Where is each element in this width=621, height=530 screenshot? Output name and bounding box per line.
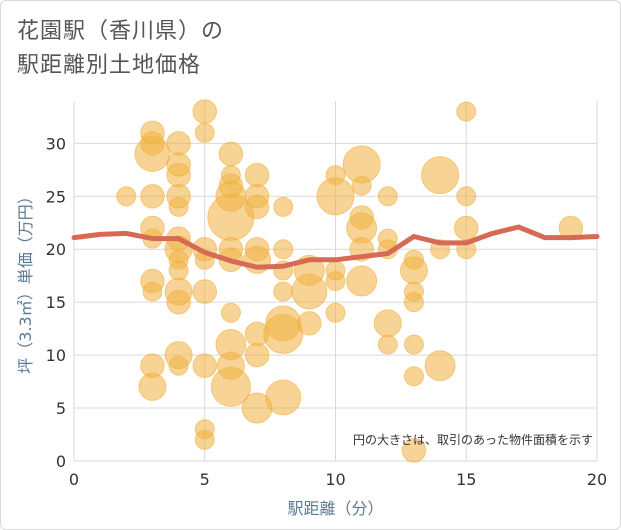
data-bubble [192,353,218,378]
data-bubble [399,256,428,285]
data-bubble [421,156,460,195]
data-bubble [273,239,294,260]
data-bubble [244,342,270,368]
y-tick-label: 5 [56,399,66,418]
trend-line [71,224,600,270]
x-tick-label: 15 [456,470,476,489]
data-bubble [403,334,424,355]
data-bubble [297,311,322,336]
data-bubble [456,101,477,122]
data-bubble [116,186,137,207]
data-bubble [377,334,398,355]
x-tick-label: 0 [69,470,79,489]
data-bubble [453,215,479,241]
data-bubble [263,313,304,354]
tick-labels: 0 5 10 15 20 25 30 0 5 10 15 20 [46,134,608,489]
data-bubble [194,429,215,450]
data-bubble [218,141,244,167]
chart-title-line-2: 駅距離別土地価格 [17,53,202,78]
data-bubble [273,281,294,302]
y-axis-label: 坪（3.3㎡）単価（万円） [16,188,35,373]
data-bubble [401,438,427,463]
data-bubble [351,175,372,196]
y-tick-label: 25 [46,187,66,206]
x-tick-label: 10 [325,470,345,489]
data-bubble [316,177,355,216]
data-bubble [140,184,165,209]
data-bubble [192,99,218,124]
data-bubble [168,355,189,376]
data-bubble [456,186,477,207]
data-bubble [138,372,167,401]
chart-title-line-1: 花園駅（香川県）の [17,19,225,44]
data-bubble [210,366,251,407]
data-bubble [403,366,424,387]
data-bubble [166,131,191,156]
data-bubble [325,271,346,291]
data-bubble [377,186,398,207]
data-bubble [166,289,191,315]
data-bubble [168,260,189,281]
chart-title: 花園駅（香川県）の 駅距離別土地価格 [17,15,224,83]
x-axis-label: 駅距離（分） [287,499,383,518]
data-bubble [192,279,218,304]
data-bubble [142,281,163,302]
data-bubble [403,292,424,313]
data-bubble [265,379,302,416]
data-bubble [244,162,270,188]
size-annotation: 円の大きさは、取引のあった物件面積を示す [353,432,593,447]
data-bubble [291,273,328,310]
y-tick-label: 10 [46,346,66,365]
y-tick-label: 30 [46,134,66,153]
x-tick-label: 20 [587,470,607,489]
x-tick-label: 5 [200,470,210,489]
data-bubble [134,135,171,172]
data-bubble [325,302,346,323]
y-tick-label: 20 [46,240,66,259]
trend-line-layer [71,224,600,270]
data-bubble [220,302,241,323]
y-tick-label: 0 [56,452,66,471]
data-bubble [244,194,270,220]
data-bubble [166,162,191,188]
data-bubble [168,196,189,217]
data-bubble [194,122,215,143]
data-bubble [373,309,402,338]
data-bubble [424,350,456,382]
data-bubble [346,265,378,297]
y-tick-label: 15 [46,293,66,312]
data-bubble [273,196,294,217]
